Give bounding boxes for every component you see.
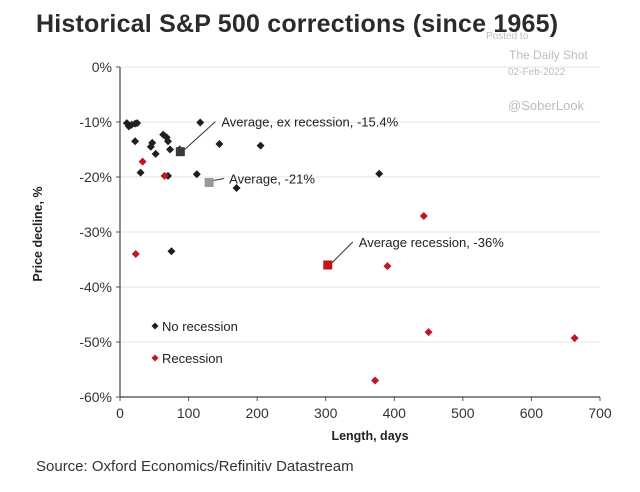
recession-point [570, 334, 579, 343]
no-recession-point [232, 184, 241, 192]
average-marker [175, 147, 185, 157]
average-leader-line [331, 241, 354, 264]
no-recession-point [196, 118, 205, 127]
average-markers: Average, ex recession, -15.4% Average, -2… [175, 115, 504, 270]
y-tick-label: -60% [79, 389, 112, 405]
x-tick-label: 200 [245, 405, 269, 421]
no-recession-point [192, 170, 201, 179]
no-recession-point [166, 145, 175, 154]
no-recession-point [151, 149, 160, 158]
average-marker [323, 260, 333, 270]
x-axis-label: Length, days [331, 429, 408, 443]
legend-marker [151, 354, 159, 362]
x-tick-label: 100 [177, 405, 201, 421]
legend-label: No recession [162, 319, 238, 334]
no-recession-point [133, 119, 142, 128]
no-recession-point [122, 119, 131, 128]
data-points [122, 118, 579, 385]
average-leader-line [184, 121, 216, 151]
y-tick-label: -50% [79, 334, 112, 350]
recession-point [424, 328, 433, 337]
no-recession-point [164, 137, 172, 146]
legend-label: Recession [162, 351, 223, 366]
no-recession-point [167, 247, 176, 256]
recession-point [383, 262, 392, 271]
no-recession-point [131, 137, 140, 146]
no-recession-point [148, 138, 157, 147]
axes [116, 66, 601, 401]
y-axis-label: Price decline, % [31, 186, 45, 281]
average-label: Average, -21% [229, 172, 315, 187]
average-label: Average, ex recession, -15.4% [221, 115, 398, 130]
no-recession-point [136, 168, 145, 177]
recession-point [160, 171, 169, 180]
watermark-posted: Posted to [486, 31, 529, 42]
y-tick-label: -30% [79, 224, 112, 240]
no-recession-point [375, 169, 384, 178]
legend-marker [151, 322, 159, 330]
recession-point [131, 250, 140, 258]
x-tick-label: 700 [588, 405, 612, 421]
recession-point [419, 212, 428, 221]
y-tick-label: -20% [79, 169, 112, 185]
average-label: Average recession, -36% [359, 235, 504, 250]
legend: No recession Recession [151, 319, 238, 366]
average-leader-line [213, 178, 225, 181]
x-tick-label: 300 [314, 405, 338, 421]
recession-point [138, 157, 147, 166]
x-tick-label: 400 [383, 405, 407, 421]
y-tick-label: 0% [92, 59, 112, 75]
watermark-date: 02-Feb-2022 [508, 67, 566, 78]
x-tick-label: 0 [116, 405, 124, 421]
source-note: Source: Oxford Economics/Refinitiv Datas… [36, 458, 354, 475]
watermark-publisher: The Daily Shot [509, 48, 588, 62]
chart-title: Historical S&P 500 corrections (since 19… [36, 10, 559, 38]
y-tick-label: -10% [79, 114, 112, 130]
tick-labels: 0% -10% -20% -30% -40% -50% -60%0 100 200 300 400 5… [79, 59, 612, 421]
x-tick-label: 600 [520, 405, 544, 421]
average-marker [204, 178, 214, 187]
x-tick-label: 500 [451, 405, 475, 421]
watermark-handle: @SoberLook [508, 98, 585, 113]
recession-point [371, 376, 380, 385]
no-recession-point [215, 140, 224, 148]
y-tick-label: -40% [79, 279, 112, 295]
no-recession-point [256, 141, 265, 150]
